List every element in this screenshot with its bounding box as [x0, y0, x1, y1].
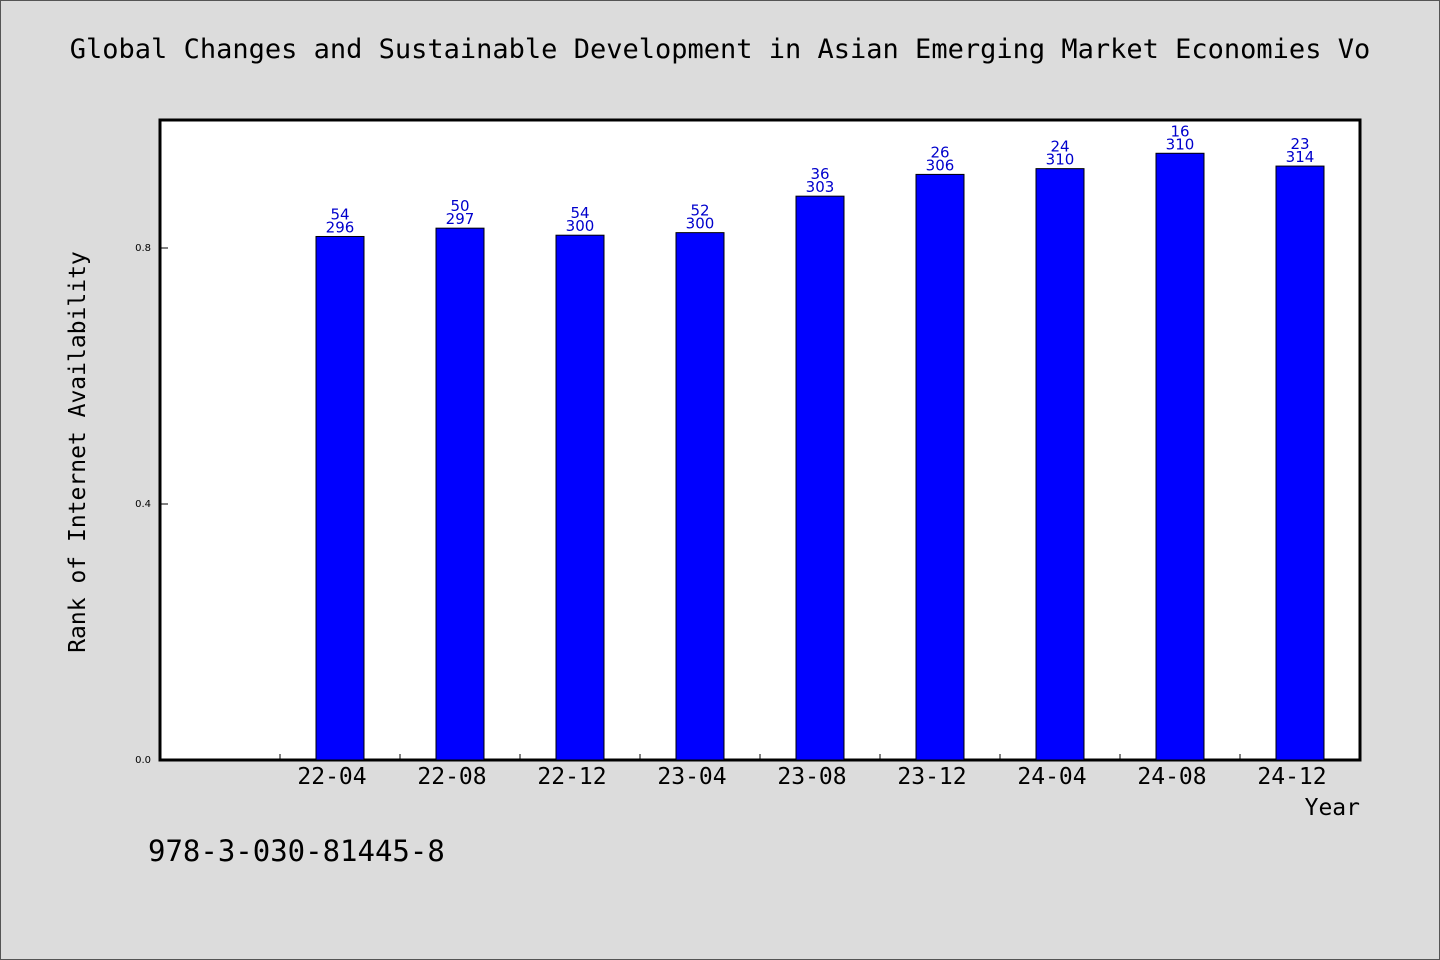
x-tick-label: 22-04	[297, 764, 366, 790]
bar-label-bottom: 300	[566, 217, 595, 235]
x-tick-label: 23-12	[897, 764, 966, 790]
bar-label-bottom: 297	[446, 210, 475, 228]
bar-label-top: 54	[330, 205, 349, 223]
bar	[675, 232, 725, 761]
bar	[1035, 168, 1085, 761]
footer-isbn: 978-3-030-81445-8	[148, 834, 445, 868]
bar-label-bottom: 314	[1286, 148, 1315, 166]
x-tick-label: 23-08	[777, 764, 846, 790]
ticks-layer	[160, 247, 1241, 761]
x-axis-label: Year	[1304, 795, 1360, 821]
bar	[795, 195, 845, 761]
y-tick-label: 0.4	[135, 499, 151, 510]
bar	[435, 227, 485, 761]
bar-label-bottom: 296	[326, 218, 355, 236]
bar-label-top: 52	[690, 202, 709, 220]
x-tick-label: 24-04	[1017, 764, 1086, 790]
bar	[915, 173, 965, 761]
bar	[1275, 165, 1325, 761]
x-tick-label: 22-12	[537, 764, 606, 790]
bar-label-bottom: 310	[1046, 151, 1075, 169]
bar-label-top: 54	[570, 204, 589, 222]
y-tick-label: 0.0	[135, 755, 151, 766]
bar-label-bottom: 303	[806, 178, 835, 196]
bar-label-top: 36	[810, 165, 829, 183]
bar	[1155, 152, 1205, 761]
x-tick-label: 24-08	[1137, 764, 1206, 790]
chart-title: Global Changes and Sustainable Developme…	[69, 34, 1371, 65]
bar-label-bottom: 310	[1166, 135, 1195, 153]
bar-label-top: 24	[1050, 138, 1069, 156]
bar-label-bottom: 300	[686, 215, 715, 233]
bar	[555, 234, 605, 761]
x-tick-label: 23-04	[657, 764, 726, 790]
y-tick-label: 0.8	[135, 243, 151, 254]
bar	[315, 235, 365, 761]
bars-layer	[315, 152, 1325, 761]
x-tick-label: 22-08	[417, 764, 486, 790]
bar-label-top: 50	[450, 197, 469, 215]
bar-label-bottom: 306	[926, 156, 955, 174]
bar-label-top: 16	[1170, 122, 1189, 140]
x-tick-label: 24-12	[1257, 764, 1326, 790]
bar-label-top: 26	[930, 143, 949, 161]
bar-label-top: 23	[1290, 135, 1309, 153]
y-axis-label: Rank of Internet Availability	[65, 251, 91, 653]
labels-layer: 5429622-045029722-085430022-125230023-04…	[135, 122, 1327, 790]
